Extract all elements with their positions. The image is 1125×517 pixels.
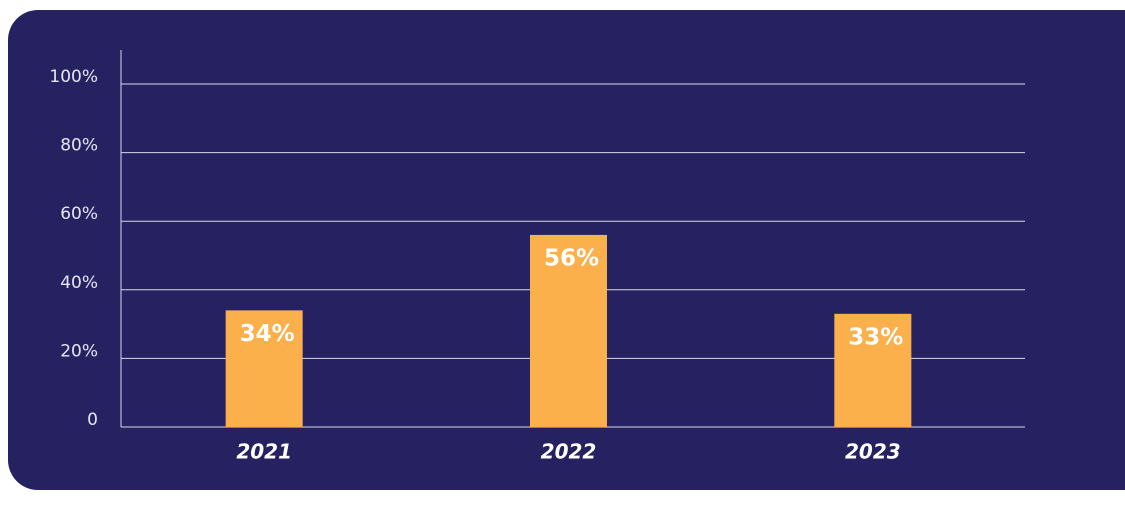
y-tick-label: 40% [60, 273, 98, 293]
value-label: 34% [240, 321, 295, 347]
value-label: 33% [848, 324, 903, 350]
value-label: 56% [544, 245, 599, 271]
y-tick-label: 60% [60, 204, 98, 224]
y-tick-label: 0 [87, 410, 98, 430]
y-tick-label: 80% [60, 136, 98, 156]
x-tick-label: 2021 [236, 440, 292, 464]
y-tick-label: 100% [49, 67, 98, 87]
x-tick-label: 2023 [845, 440, 901, 464]
bar [225, 310, 303, 427]
bar [530, 234, 607, 427]
y-tick-label: 20% [60, 341, 98, 361]
bar [834, 313, 912, 427]
x-tick-label: 2022 [541, 440, 597, 464]
